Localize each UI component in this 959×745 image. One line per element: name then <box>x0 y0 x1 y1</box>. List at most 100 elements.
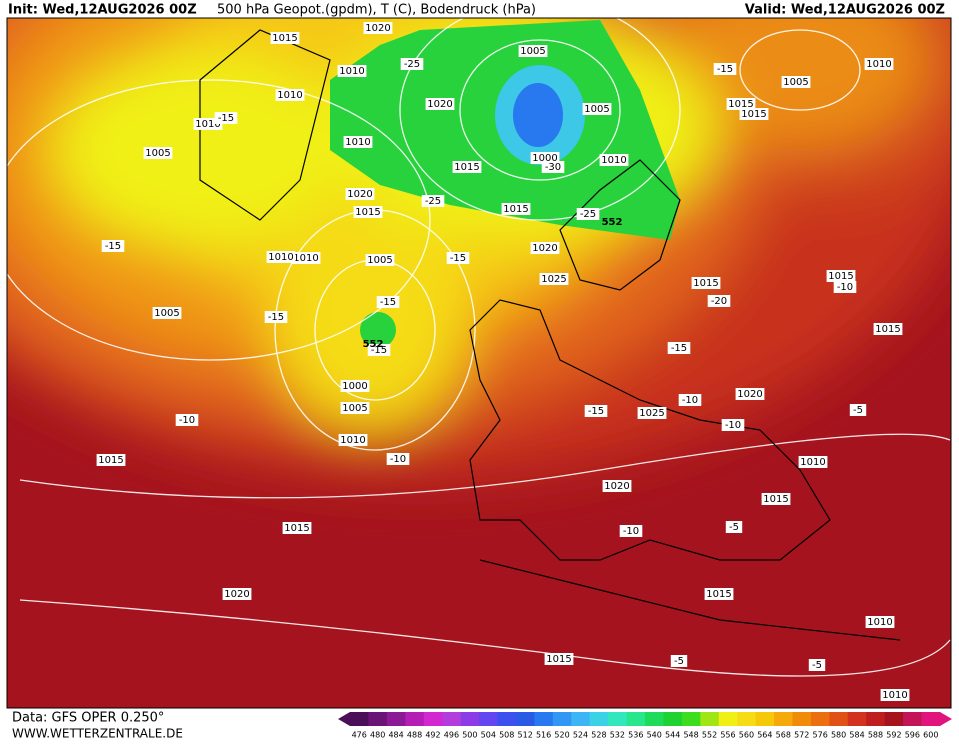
temperature-label: -15 <box>717 64 733 75</box>
colorbar-swatch <box>755 712 775 726</box>
temperature-label-box <box>833 281 857 293</box>
colorbar-swatch <box>479 712 498 726</box>
pressure-label: 1015 <box>272 33 297 44</box>
colorbar-swatch <box>737 712 757 726</box>
pressure-label: 1010 <box>867 617 892 628</box>
pressure-label-box <box>353 206 383 218</box>
temperature-label-box <box>667 342 691 354</box>
pressure-label-box <box>637 407 667 419</box>
pressure-label: 1010 <box>268 252 293 263</box>
colorbar-label: 544 <box>665 731 680 740</box>
pressure-label-box <box>340 380 370 392</box>
pressure-label: 1015 <box>763 494 788 505</box>
pressure-label: 1005 <box>342 403 367 414</box>
pressure-label: 1025 <box>541 274 566 285</box>
pressure-label: 1020 <box>532 243 557 254</box>
temperature-label: -25 <box>580 209 596 220</box>
colorbar-swatch <box>663 712 683 726</box>
temperature-label-box <box>678 394 702 406</box>
pressure-label-box <box>343 136 373 148</box>
temperature-label: -30 <box>545 162 561 173</box>
pressure-label: 1010 <box>866 59 891 70</box>
temperature-label: -10 <box>179 415 195 426</box>
temperature-label: -10 <box>390 454 406 465</box>
colorbar-swatch <box>571 712 591 726</box>
temperature-label-box <box>576 208 600 220</box>
temperature-label-box <box>713 63 737 75</box>
pressure-label-box <box>338 434 368 446</box>
map-title: 500 hPa Geopot.(gpdm), T (C), Bodendruck… <box>217 3 536 18</box>
temperature-label: -15 <box>588 406 604 417</box>
temperature-label: -10 <box>725 420 741 431</box>
pressure-label: 1015 <box>693 278 718 289</box>
colorbar-swatch <box>608 712 628 726</box>
colorbar-label: 552 <box>702 731 717 740</box>
pressure-label-box <box>544 653 574 665</box>
data-source: Data: GFS OPER 0.250° <box>12 711 164 726</box>
pressure-label-box <box>864 58 894 70</box>
colorbar-label: 572 <box>794 731 809 740</box>
temperature-label-box <box>101 240 125 252</box>
colorbar-label: 488 <box>407 731 422 740</box>
pressure-label: 1020 <box>347 189 372 200</box>
pressure-label-box <box>735 388 765 400</box>
pressure-label: 1015 <box>828 271 853 282</box>
colorbar-arrow <box>940 712 952 726</box>
temperature-label-box <box>849 404 867 416</box>
pressure-label-box <box>282 522 312 534</box>
pressure-label-box <box>345 188 375 200</box>
pressure-label-box <box>726 98 756 110</box>
colorbar: 476 480 484 488 492 496 500 504 508 512 516 520 524 5… <box>338 712 952 740</box>
pressure-label-box <box>143 147 173 159</box>
temperature-label: -15 <box>268 312 284 323</box>
colorbar-swatch <box>774 712 793 726</box>
colorbar-label: 564 <box>757 731 772 740</box>
pressure-label: 1005 <box>783 77 808 88</box>
temperature-label: -5 <box>674 656 684 667</box>
pressure-label: 1010 <box>277 90 302 101</box>
pressure-label-box <box>340 402 370 414</box>
pressure-label: 1010 <box>339 66 364 77</box>
colorbar-label: 520 <box>554 731 569 740</box>
pressure-label-box <box>518 45 548 57</box>
pressure-label: 1015 <box>454 162 479 173</box>
pressure-label-box <box>152 307 182 319</box>
colorbar-label: 492 <box>425 731 440 740</box>
pressure-label: 1005 <box>520 46 545 57</box>
temperature-label-box <box>421 195 445 207</box>
geopotential-label: 552 <box>363 339 384 350</box>
pressure-label-box <box>704 588 734 600</box>
temperature-label: -10 <box>623 526 639 537</box>
temperature-label-box <box>175 414 199 426</box>
temperature-label: -10 <box>682 395 698 406</box>
colorbar-swatch <box>405 712 425 726</box>
colorbar-swatch <box>718 712 738 726</box>
colorbar-swatch <box>552 712 572 726</box>
pressure-label: 1020 <box>224 589 249 600</box>
colorbar-label: 556 <box>720 731 735 740</box>
colorbar-swatch <box>681 712 701 726</box>
pressure-label: 1025 <box>639 408 664 419</box>
pressure-label-box <box>275 89 305 101</box>
pressure-label: 1020 <box>365 23 390 34</box>
temperature-label-box <box>400 58 424 70</box>
pressure-label: 1015 <box>98 455 123 466</box>
temperature-label-box <box>541 161 565 173</box>
pressure-label-box <box>880 689 910 701</box>
colorbar-label: 528 <box>591 731 606 740</box>
colorbar-arrow <box>338 712 350 726</box>
pressure-label: 1010 <box>800 457 825 468</box>
pressure-label-box <box>873 323 903 335</box>
temperature-label-box <box>446 252 470 264</box>
colorbar-label: 548 <box>683 731 698 740</box>
colorbar-swatch <box>534 712 554 726</box>
colorbar-swatch <box>442 712 462 726</box>
temperature-label-box <box>808 659 826 671</box>
pressure-label-box <box>539 273 569 285</box>
valid-time: Valid: Wed,12AUG2026 00Z <box>745 3 945 18</box>
pressure-label-box <box>270 32 300 44</box>
pressure-label: 1010 <box>293 253 318 264</box>
map-labels: 1020101510101010101010051020100510051000… <box>96 22 910 701</box>
colorbar-label: 504 <box>481 731 496 740</box>
